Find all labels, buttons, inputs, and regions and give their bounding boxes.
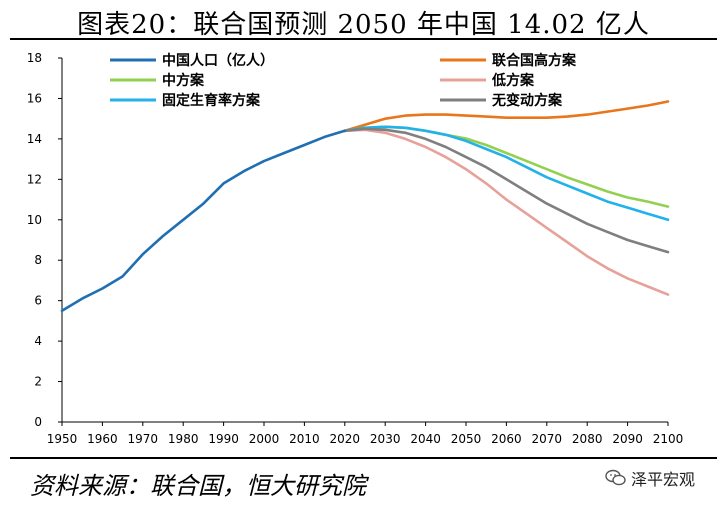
series-line-zero_migration (343, 127, 670, 254)
wechat-logo: 泽平宏观 (605, 466, 695, 490)
logo-text: 泽平宏观 (631, 470, 696, 489)
y-tick-label: 2 (34, 375, 42, 389)
y-tick-label: 18 (27, 51, 42, 65)
y-tick-label: 14 (27, 132, 42, 146)
chart-series (60, 100, 670, 313)
x-tick-label: 2090 (612, 432, 643, 446)
x-tick-label: 2010 (289, 432, 320, 446)
x-tick-label: 2100 (653, 432, 684, 446)
series-line-history (60, 129, 347, 313)
x-tick-label: 1960 (87, 432, 118, 446)
legend-label-constant: 固定生育率方案 (162, 92, 261, 109)
y-tick-label: 8 (34, 253, 42, 267)
legend-label-low: 低方案 (491, 72, 535, 89)
x-tick-label: 2030 (370, 432, 401, 446)
chart-axes: 0 2 4 6 8 10 12 14 16 18 1950 1960 1970 1980 1990 2000 2… (27, 51, 684, 446)
x-tick-label: 2060 (491, 432, 522, 446)
top-divider (10, 38, 717, 40)
x-tick-label: 2020 (330, 432, 361, 446)
wechat-icon (605, 469, 626, 486)
series-line-constant (343, 125, 670, 222)
y-tick-label: 0 (34, 415, 42, 429)
series-line-medium (343, 125, 670, 208)
x-tick-label: 1970 (128, 432, 159, 446)
y-tick-label: 10 (27, 213, 42, 227)
x-tick-label: 2040 (410, 432, 441, 446)
x-tick-label: 2080 (572, 432, 603, 446)
x-tick-label: 2000 (249, 432, 280, 446)
series-line-high (343, 100, 670, 133)
x-tick-label: 2070 (532, 432, 563, 446)
series-line-low (343, 128, 670, 296)
x-tick-label: 2050 (451, 432, 482, 446)
legend-label-medium: 中方案 (162, 72, 205, 89)
legend-label-history: 中国人口（亿人） (162, 52, 274, 69)
legend-label-zero_migration: 无变动方案 (491, 92, 563, 109)
x-tick-label: 1980 (168, 432, 199, 446)
legend-label-high: 联合国高方案 (492, 52, 577, 69)
x-tick-label: 1990 (208, 432, 239, 446)
y-tick-label: 12 (27, 172, 42, 186)
y-tick-label: 4 (34, 334, 42, 348)
y-tick-label: 16 (27, 91, 42, 105)
x-tick-label: 1950 (47, 432, 78, 446)
bottom-divider (10, 457, 717, 459)
source-note: 资料来源：联合国，恒大研究院 (30, 472, 366, 500)
chart-title: 图表20：联合国预测 2050 年中国 14.02 亿人 (77, 10, 650, 40)
y-tick-label: 6 (34, 294, 42, 308)
